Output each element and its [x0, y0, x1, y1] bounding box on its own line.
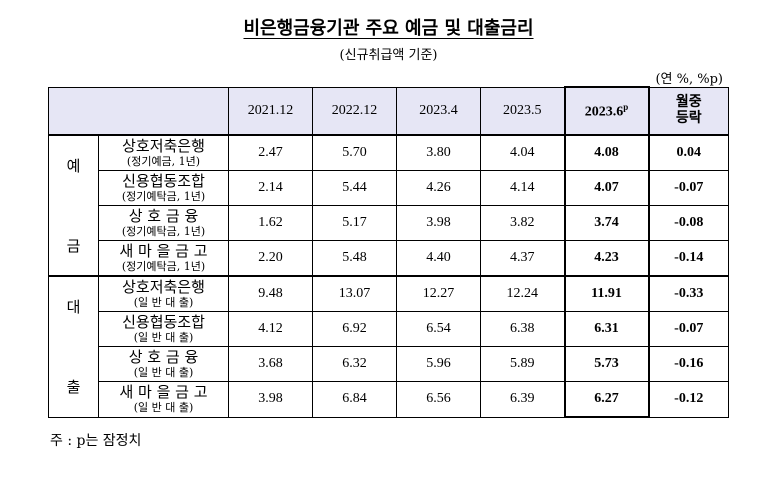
header-corner [48, 86, 229, 136]
row-label: 상호저축은행 (일 반 대 출) [98, 275, 229, 312]
cell: 4.37 [480, 240, 565, 277]
cell: 6.54 [396, 311, 481, 347]
cell: 5.96 [396, 346, 481, 382]
cell: 6.38 [480, 311, 565, 347]
cell-current: 4.23 [563, 240, 650, 277]
unit-label: (연 %, %p) [655, 72, 723, 87]
cell: 2.14 [228, 170, 313, 206]
table-row: 상 호 금 융 (정기예탁금, 1년) 1.62 5.17 3.98 3.82 3… [49, 205, 729, 241]
cell-change: -0.12 [648, 381, 729, 418]
col-header-2023-4: 2023.4 [396, 86, 481, 136]
page-title: 비은행금융기관 주요 예금 및 대출금리 [243, 18, 534, 39]
table-row: 신용협동조합 (정기예탁금, 1년) 2.14 5.44 4.26 4.14 4.… [49, 170, 729, 206]
cell-current: 4.08 [563, 134, 650, 171]
cell: 2.20 [228, 240, 313, 277]
col-header-monthly-change: 월중 등락 [648, 86, 729, 136]
row-label: 신용협동조합 (정기예탁금, 1년) [98, 170, 229, 206]
cell-current: 5.73 [563, 346, 650, 382]
table-row: 신용협동조합 (일 반 대 출) 4.12 6.92 6.54 6.38 6.31… [49, 311, 729, 347]
cell-current: 6.27 [563, 381, 650, 418]
rate-table: 2021.12 2022.12 2023.4 2023.5 2023.6p 월중… [48, 86, 729, 418]
cell: 12.27 [396, 275, 481, 312]
cell: 3.82 [480, 205, 565, 241]
cell-change: -0.14 [648, 240, 729, 277]
cell: 4.14 [480, 170, 565, 206]
cell: 5.48 [312, 240, 397, 277]
cell-change: -0.16 [648, 346, 729, 382]
cell: 2.47 [228, 134, 313, 171]
cell-change: -0.07 [648, 170, 729, 206]
cell: 4.40 [396, 240, 481, 277]
cell: 13.07 [312, 275, 397, 312]
col-header-2023-5: 2023.5 [480, 86, 565, 136]
cell: 3.80 [396, 134, 481, 171]
cell: 3.68 [228, 346, 313, 382]
row-label: 상 호 금 융 (정기예탁금, 1년) [98, 205, 229, 241]
cell-current: 4.07 [563, 170, 650, 206]
cell: 6.56 [396, 381, 481, 418]
row-label: 상 호 금 융 (일 반 대 출) [98, 346, 229, 382]
row-label: 상호저축은행 (정기예금, 1년) [98, 134, 229, 171]
cell-current: 3.74 [563, 205, 650, 241]
cell-change: -0.33 [648, 275, 729, 312]
cell: 1.62 [228, 205, 313, 241]
cell: 9.48 [228, 275, 313, 312]
cell: 3.98 [228, 381, 313, 418]
cell: 12.24 [480, 275, 565, 312]
cell-current: 11.91 [563, 275, 650, 312]
cell-change: -0.08 [648, 205, 729, 241]
cell: 4.04 [480, 134, 565, 171]
col-header-2021-12: 2021.12 [228, 86, 313, 136]
header-row: 2021.12 2022.12 2023.4 2023.5 2023.6p 월중… [48, 86, 729, 136]
table-row: 새 마 을 금 고 (정기예탁금, 1년) 2.20 5.48 4.40 4.37… [49, 240, 729, 277]
col-header-2022-12: 2022.12 [312, 86, 397, 136]
cell: 6.39 [480, 381, 565, 418]
cell: 5.89 [480, 346, 565, 382]
cell: 3.98 [396, 205, 481, 241]
cell: 5.44 [312, 170, 397, 206]
row-label: 새 마 을 금 고 (일 반 대 출) [98, 381, 229, 418]
row-label: 신용협동조합 (일 반 대 출) [98, 311, 229, 347]
footnote: 주 : p는 잠정치 [50, 433, 142, 449]
cell: 5.17 [312, 205, 397, 241]
cell: 6.32 [312, 346, 397, 382]
cell-change: -0.07 [648, 311, 729, 347]
cell-current: 6.31 [563, 311, 650, 347]
table-row: 새 마 을 금 고 (일 반 대 출) 3.98 6.84 6.56 6.39 6… [49, 381, 729, 418]
col-header-2023-6: 2023.6p [563, 86, 650, 136]
cell: 5.70 [312, 134, 397, 171]
page-subtitle: (신규취급액 기준) [339, 48, 438, 63]
cell-change: 0.04 [648, 134, 729, 171]
cell: 6.84 [312, 381, 397, 418]
table-row: 상 호 금 융 (일 반 대 출) 3.68 6.32 5.96 5.89 5.7… [49, 346, 729, 382]
row-label: 새 마 을 금 고 (정기예탁금, 1년) [98, 240, 229, 277]
cell: 6.92 [312, 311, 397, 347]
cell: 4.26 [396, 170, 481, 206]
cell: 4.12 [228, 311, 313, 347]
